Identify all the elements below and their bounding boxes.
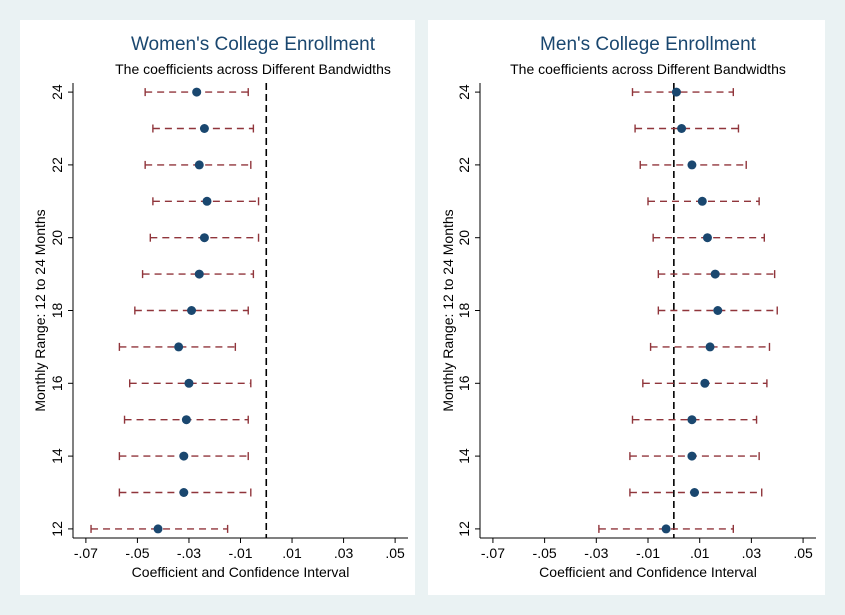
x-tick-label: -.05 [533,545,557,561]
x-tick-label: .03 [334,545,354,561]
coefficient-point [179,488,189,497]
chart-panel-men: Men's College Enrollment The coefficients… [428,20,825,595]
x-tick-label: .01 [690,545,710,561]
x-axis-title: Coefficient and Confidence Interval [132,564,350,580]
y-tick-label: 24 [49,84,65,100]
x-tick-label: .01 [282,545,302,561]
coefficient-point [710,269,720,279]
coefficient-point [687,415,697,425]
panel-background [428,20,825,595]
x-tick-label: -.05 [125,545,149,561]
x-tick-label: .05 [793,545,813,561]
coefficient-point [181,415,191,425]
chart-title: Women's College Enrollment [131,34,376,55]
coefficient-point [700,378,710,388]
y-axis-title: Monthly Range: 12 to 24 Months [440,209,456,411]
y-tick-label: 14 [49,448,65,464]
panel-background [20,20,415,595]
coefficient-point [690,488,700,497]
y-axis-title: Monthly Range: 12 to 24 Months [32,209,48,411]
coefficient-point [184,378,194,388]
coefficient-point [153,524,163,534]
coefficient-point [194,160,204,170]
x-axis-title: Coefficient and Confidence Interval [539,564,757,580]
y-tick-label: 18 [456,303,472,319]
coefficient-point [697,196,707,206]
chart-subtitle: The coefficients across Different Bandwi… [510,61,786,77]
coefficient-point [179,451,189,461]
x-tick-label: -.07 [481,545,505,561]
coefficient-point [192,87,202,97]
coefficient-point [202,196,212,206]
y-tick-label: 12 [456,521,472,537]
chart-panel-women: Women's College Enrollment The coefficien… [20,20,415,595]
chart-subtitle: The coefficients across Different Bandwi… [115,61,391,77]
y-tick-label: 20 [49,230,65,246]
coefficient-point [702,233,712,243]
x-tick-label: -.01 [636,545,660,561]
coefficient-point [199,233,209,243]
y-tick-label: 16 [456,375,472,391]
coefficient-point [687,160,697,170]
x-tick-label: -.03 [177,545,201,561]
coefficient-point [199,124,209,133]
coefficient-point [713,306,723,315]
y-tick-label: 18 [49,303,65,319]
x-tick-label: -.01 [228,545,252,561]
coefficient-point [194,269,204,279]
x-tick-label: .05 [385,545,405,561]
y-tick-label: 16 [49,375,65,391]
coefficient-point [187,306,197,315]
y-tick-label: 12 [49,521,65,537]
x-tick-label: .03 [742,545,762,561]
coefficient-point [174,342,184,352]
coefficient-point [661,524,671,534]
coefficient-point [671,87,681,97]
coefficient-point [687,451,697,461]
y-tick-label: 22 [456,157,472,173]
y-tick-label: 20 [456,230,472,246]
coefficient-point [677,124,687,133]
y-tick-label: 24 [456,84,472,100]
x-tick-label: -.03 [584,545,608,561]
y-tick-label: 22 [49,157,65,173]
x-tick-label: -.07 [74,545,98,561]
y-tick-label: 14 [456,448,472,464]
chart-title: Men's College Enrollment [540,34,757,55]
coefficient-point [705,342,715,352]
